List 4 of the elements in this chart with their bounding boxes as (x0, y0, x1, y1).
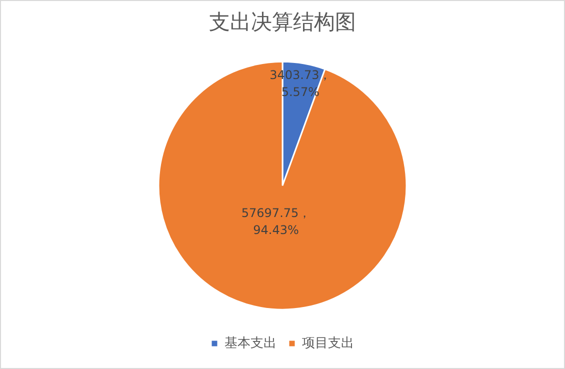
legend-label: 项目支出 (302, 336, 354, 351)
chart-title: 支出决算结构图 (209, 10, 356, 34)
legend-label: 基本支出 (224, 336, 276, 351)
data-label: 57697.75， 94.43% (241, 206, 311, 237)
